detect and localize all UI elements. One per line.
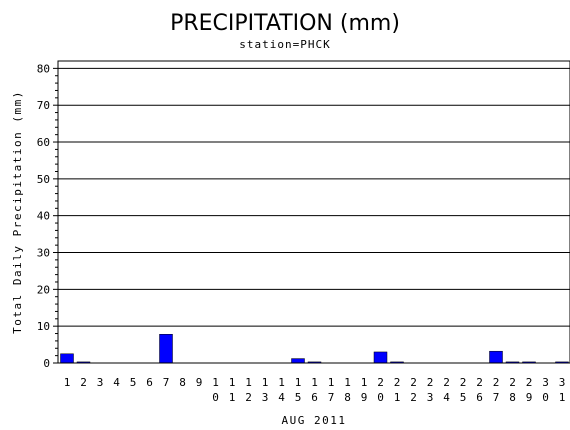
x-ticks-layer: 1 2 3 4 5 6 7 8 9 1 01 11 21 31 41 51 61 71 81 92 02 12 22 32 42… bbox=[64, 376, 566, 404]
y-tick-label-50: 50 bbox=[37, 173, 50, 186]
x-tick-label-4: 4 bbox=[113, 376, 120, 389]
y-tick-label-60: 60 bbox=[37, 136, 50, 149]
bar-day-1 bbox=[60, 353, 74, 364]
bar-day-27 bbox=[489, 350, 503, 364]
y-tick-label-20: 20 bbox=[37, 283, 50, 296]
y-tick-label-30: 30 bbox=[37, 247, 50, 260]
x-tick-label-8: 8 bbox=[179, 376, 186, 389]
x-tick-label-7: 7 bbox=[163, 376, 170, 389]
x-tick-label-9: 9 bbox=[196, 376, 203, 389]
y-tick-label-0: 0 bbox=[43, 357, 50, 370]
y-tick-label-70: 70 bbox=[37, 99, 50, 112]
grid-layer bbox=[58, 67, 570, 327]
y-tick-label-40: 40 bbox=[37, 210, 50, 223]
y-tick-label-10: 10 bbox=[37, 320, 50, 333]
plot-frame bbox=[57, 60, 570, 364]
bar-day-20 bbox=[373, 351, 388, 364]
chart-subtitle: station=PHCK bbox=[239, 38, 330, 51]
bar-day-15 bbox=[291, 358, 305, 364]
y-axis-label: Total Daily Precipitation (mm) bbox=[11, 90, 24, 334]
x-tick-label-5: 5 bbox=[130, 376, 137, 389]
y-tick-label-80: 80 bbox=[37, 62, 50, 75]
chart-title: PRECIPITATION (mm) bbox=[170, 11, 400, 36]
x-tick-label-6: 6 bbox=[146, 376, 153, 389]
x-tick-label-2: 2 bbox=[80, 376, 87, 389]
x-axis-label: AUG 2011 bbox=[282, 414, 347, 427]
bars-layer bbox=[60, 334, 569, 364]
bar-day-7 bbox=[159, 334, 173, 364]
x-tick-label-3: 3 bbox=[97, 376, 104, 389]
x-tick-label-1: 1 bbox=[64, 376, 71, 389]
y-ticks-layer: 0 10 20 30 40 50 60 70 80 bbox=[37, 62, 58, 370]
